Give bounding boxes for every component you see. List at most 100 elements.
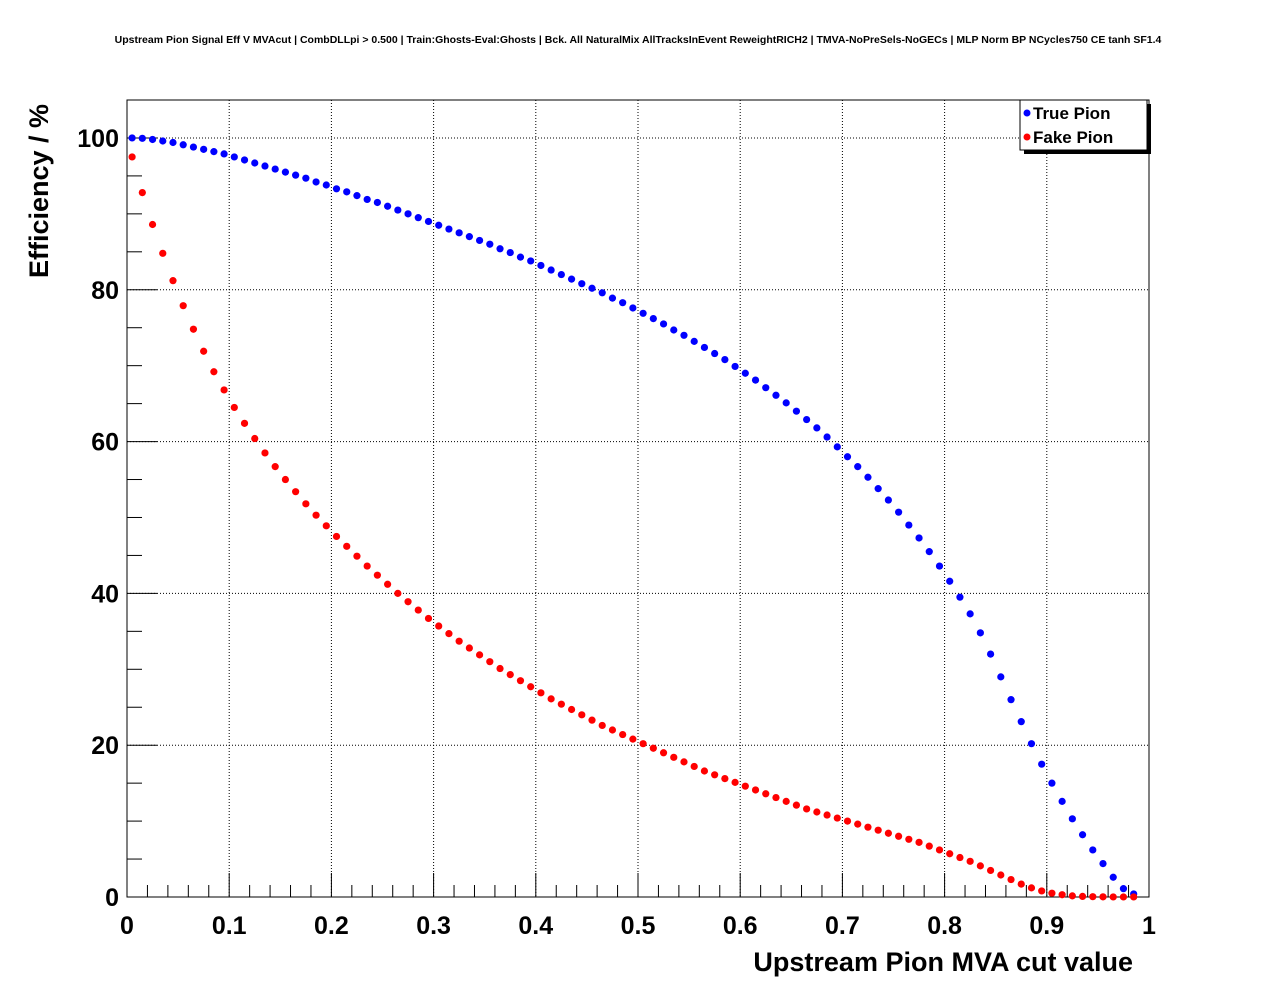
data-point-true-pion [670,326,678,334]
data-point-fake-pion [711,771,719,779]
data-point-true-pion [1089,846,1097,854]
data-point-fake-pion [537,689,545,697]
grid-lines [127,100,1149,897]
y-tick-label: 40 [91,580,119,608]
data-point-true-pion [496,245,504,253]
data-point-fake-pion [986,866,995,875]
data-point-true-pion [1007,696,1015,704]
data-point-fake-pion [424,614,433,623]
data-point-fake-pion [700,767,709,775]
data-point-true-pion [680,331,688,339]
data-point-true-pion [1017,718,1025,726]
data-point-true-pion [997,673,1005,681]
data-point-true-pion [424,217,433,226]
data-point-true-pion [567,275,576,283]
data-point-true-pion [200,145,208,153]
data-point-true-pion [302,174,310,182]
data-point-true-pion [639,309,647,317]
data-point-true-pion [1068,815,1076,823]
data-point-true-pion [404,210,412,218]
data-point-true-pion [516,253,525,261]
data-point-fake-pion [639,740,647,748]
data-point-fake-pion [435,622,443,630]
data-point-fake-pion [567,705,576,714]
x-tick-label: 1 [1142,912,1156,940]
data-point-fake-pion [997,871,1005,879]
data-point-fake-pion [803,805,811,813]
data-point-fake-pion [322,522,330,530]
data-point-true-pion [292,171,300,179]
data-point-true-pion [1048,779,1056,787]
data-point-true-pion [884,496,892,504]
data-point-true-pion [649,315,657,323]
data-point-fake-pion [741,782,749,790]
data-point-true-pion [619,299,627,307]
data-point-true-pion [414,214,422,222]
data-point-true-pion [823,433,831,441]
data-point-fake-pion [598,721,606,730]
data-point-true-pion [455,229,463,237]
data-point-true-pion [803,415,811,424]
data-point-true-pion [384,202,392,210]
y-tick-label: 0 [105,884,119,912]
data-point-true-pion [475,236,484,245]
data-point-true-pion [986,650,995,658]
data-point-true-pion [251,159,259,167]
data-point-true-pion [966,610,974,618]
data-point-fake-pion [516,677,525,685]
data-point-fake-pion [1109,893,1117,901]
data-point-true-pion [721,355,729,364]
data-point-true-pion [976,629,984,637]
data-point-fake-pion [230,403,238,412]
data-point-fake-pion [731,778,739,786]
data-point-true-pion [1109,873,1117,881]
data-point-true-pion [711,349,719,358]
data-point-fake-pion [394,589,402,597]
data-point-true-pion [1027,740,1036,748]
data-point-fake-pion [1089,893,1097,901]
data-point-true-pion [741,369,749,377]
data-point-fake-pion [915,838,923,846]
data-point-true-pion [322,181,330,189]
data-point-fake-pion [772,793,780,802]
data-point-fake-pion [619,730,627,739]
data-point-fake-pion [690,762,698,771]
data-point-true-pion [343,188,351,196]
plot-frame [126,99,1150,898]
data-point-fake-pion [895,832,903,840]
data-point-true-pion [935,562,944,570]
data-point-true-pion [578,280,586,288]
data-point-true-pion [792,407,801,415]
x-tick-label: 0.1 [212,912,247,940]
data-point-fake-pion [874,826,882,834]
data-point-true-pion [435,221,443,229]
data-point-fake-pion [292,488,300,496]
data-point-fake-pion [833,814,841,822]
data-point-fake-pion [128,153,136,161]
y-tick-label: 20 [91,732,119,760]
data-point-fake-pion [966,857,974,865]
y-axis-label: Efficiency / % [24,104,54,278]
data-point-true-pion [353,192,361,200]
data-point-true-pion [731,362,739,371]
data-point-true-pion [608,294,617,302]
data-point-true-pion [598,289,606,297]
data-point-true-pion [159,137,167,145]
data-point-fake-pion [1130,893,1138,901]
data-point-fake-pion [751,786,760,794]
data-point-fake-pion [547,695,555,703]
legend-label-fake-pion: Fake Pion [1033,128,1113,147]
data-point-fake-pion [261,449,269,457]
x-tick-label: 0.6 [723,912,758,940]
x-tick-label: 0.7 [825,912,860,940]
data-point-true-pion [659,320,668,328]
data-point-fake-pion [1038,887,1046,895]
legend-label-true-pion: True Pion [1033,104,1110,123]
data-point-fake-pion [823,811,831,819]
data-point-fake-pion [854,820,862,828]
data-point-fake-pion [220,386,228,394]
data-point-fake-pion [404,598,412,606]
data-point-fake-pion [455,637,463,645]
data-point-fake-pion [762,790,770,798]
data-point-fake-pion [721,774,729,783]
